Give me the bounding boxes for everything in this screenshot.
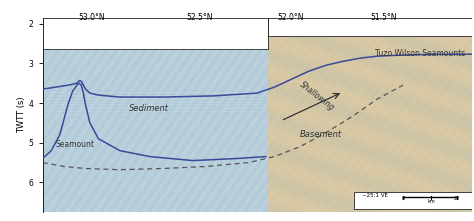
Bar (268, 18, 472, 36)
Text: Basement: Basement (300, 130, 342, 139)
Y-axis label: TWTT (s): TWTT (s) (17, 97, 26, 133)
FancyBboxPatch shape (354, 192, 472, 209)
Text: 0: 0 (401, 196, 404, 201)
Text: Shallowing: Shallowing (298, 80, 336, 113)
Text: 52.0°N: 52.0°N (277, 13, 304, 22)
Text: Sediment: Sediment (128, 104, 168, 113)
Text: Tuzo Wilson Seamounts: Tuzo Wilson Seamounts (375, 49, 465, 58)
Text: 51.5°N: 51.5°N (371, 13, 397, 22)
Text: ~25:1 VE: ~25:1 VE (362, 192, 388, 198)
Text: 53.0°N: 53.0°N (79, 13, 105, 22)
Text: Seamount: Seamount (55, 140, 94, 149)
Text: km: km (427, 199, 435, 204)
Bar (43, 18, 268, 50)
Text: 20: 20 (454, 196, 460, 201)
Text: 52.5°N: 52.5°N (186, 13, 212, 22)
